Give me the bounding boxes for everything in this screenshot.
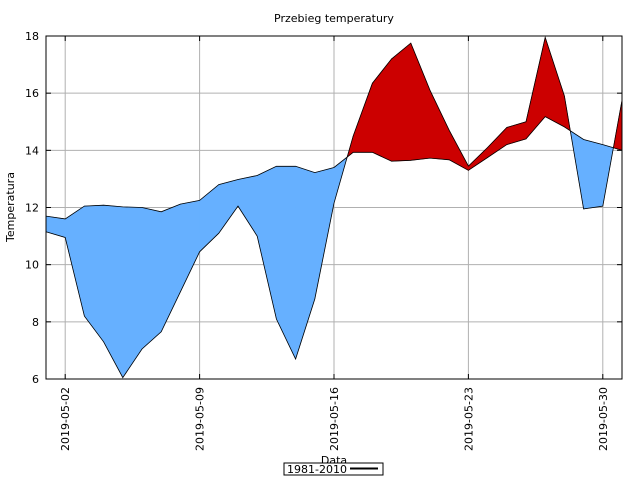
y-tick-label: 10 [25,259,39,272]
below-normal-area [64,205,85,317]
x-tick-label: 2019-05-30 [597,387,610,451]
x-tick-label: 2019-05-16 [328,387,341,451]
below-normal-area [103,204,124,378]
y-tick-label: 12 [25,202,39,215]
series-lines [45,35,623,379]
above-normal-area [391,42,412,162]
area-fills [45,37,623,379]
below-normal-area [141,207,162,350]
legend-box [283,462,384,476]
chart-title: Przebieg temperatury [274,12,394,25]
below-normal-area [256,165,277,320]
x-tick-label: 2019-05-23 [462,387,475,451]
above-normal-area [487,126,508,159]
y-axis-ticks: 6 8 10 12 14 16 18 [25,30,622,386]
x-axis-ticks: 2019-05-02 2019-05-09 2019-05-16 2019-05-23… [59,36,610,451]
below-normal-area [314,167,335,300]
below-normal-area [218,179,239,235]
y-tick-label: 18 [25,30,39,43]
normal-temperature-line [45,116,623,220]
below-normal-area [180,199,200,292]
below-normal-area [199,183,220,253]
above-normal-area [468,146,488,171]
y-axis-label: Temperatura [4,172,17,243]
above-normal-area [525,37,546,140]
legend-label: 1981-2010 [287,463,347,476]
below-normal-area [122,206,143,379]
below-normal-area [276,166,296,360]
y-tick-label: 6 [32,373,39,386]
x-tick-label: 2019-05-02 [59,387,72,451]
above-normal-area [410,43,431,161]
y-tick-label: 16 [25,87,39,100]
actual-temperature-line [45,35,623,379]
above-normal-area [372,58,392,162]
above-normal-area [506,121,527,146]
above-normal-area [544,37,565,128]
legend: 1981-2010 [283,462,384,476]
y-tick-label: 8 [32,316,39,329]
y-tick-label: 14 [25,144,39,157]
x-tick-label: 2019-05-09 [194,387,207,451]
below-normal-area [237,175,258,238]
below-normal-area [583,139,604,210]
